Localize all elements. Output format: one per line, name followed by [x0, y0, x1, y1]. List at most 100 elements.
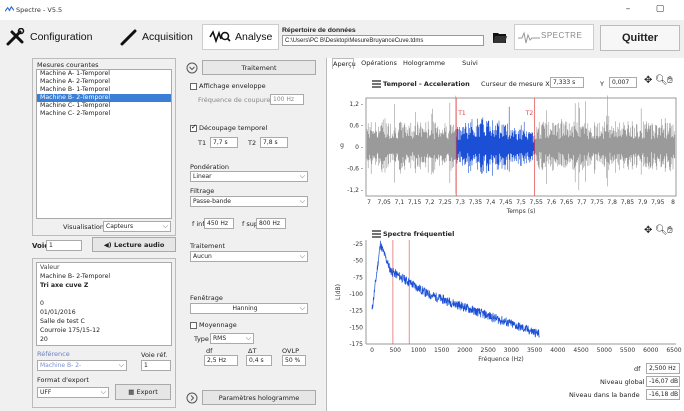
export-button[interactable]: ▦ Export — [115, 384, 171, 400]
menu-icon[interactable] — [372, 80, 381, 88]
mesures-list[interactable]: Machine A- 1-Temporel Machine A- 2-Tempor… — [36, 69, 172, 219]
temporal-xtick: 7,55 — [530, 199, 544, 206]
spectrum-xtick: 0 — [370, 347, 374, 354]
filtrage-label: Filtrage — [190, 187, 215, 195]
quit-button[interactable]: Quitter — [600, 25, 680, 51]
analyse-button[interactable]: Analyse — [202, 24, 280, 50]
mesure-item[interactable]: Machine C- 2-Temporel — [40, 110, 111, 117]
spectrum-ytick: -75 — [353, 274, 363, 281]
fenetrage-select[interactable]: Hanning — [190, 303, 308, 314]
mesures-label: Mesures courantes — [37, 61, 99, 69]
ponderation-select[interactable]: Linear — [190, 171, 308, 182]
info-line: 20 — [40, 336, 48, 343]
spectrum-ytick: -25 — [353, 241, 363, 248]
info-line: Courroie 175/15-12 — [40, 327, 101, 334]
spectrum-magnifier-icon[interactable]: 🔍︎ — [655, 225, 668, 236]
fsup-label: f sup — [242, 220, 258, 228]
visualisation-select[interactable]: Capteurs — [103, 221, 171, 232]
folder-open-icon[interactable] — [492, 29, 508, 45]
mesure-item[interactable]: Machine C- 1-Temporel — [40, 102, 111, 109]
niveau-global-label: Niveau global — [600, 378, 645, 386]
t2-field[interactable]: 7,8 s — [260, 137, 288, 148]
spectrum-zoom-pan-icon[interactable]: ✥ — [644, 225, 653, 236]
spectrum-ytick: -100 — [349, 291, 363, 298]
format-export-label: Format d'export — [37, 376, 89, 384]
info-line: Machine B- 2-Temporel — [40, 273, 111, 280]
info-list: Valeur Machine B- 2-Temporel Tri axe cuve … — [36, 262, 172, 346]
temporal-cursor-t2-label: T2 — [525, 110, 534, 117]
tab-1[interactable]: Opérations — [361, 59, 397, 67]
temporal-ytick: 0 - — [355, 144, 363, 151]
spectrum-xlabel: Fréquence (Hz) — [478, 356, 523, 363]
temporal-ytick: 1,2 - — [349, 101, 363, 108]
mesure-item[interactable]: Machine A- 1-Temporel — [40, 70, 110, 77]
hand-icon[interactable]: ✋︎ — [667, 75, 673, 86]
repertoire-path-field[interactable]: C:\Users\PC B\Desktop\MesureBruyanceCuve… — [282, 35, 484, 46]
mesure-item[interactable]: Machine A- 2-Temporel — [40, 78, 110, 85]
maximize-button[interactable]: ▢ — [655, 4, 665, 14]
acquisition-button[interactable]: Acquisition — [120, 24, 193, 50]
lecture-audio-button[interactable]: ◀) Lecture audio — [92, 237, 176, 252]
fsup-field[interactable]: 800 Hz — [256, 218, 286, 229]
voie-stepper[interactable]: 1 — [46, 240, 82, 251]
temporal-xlabel: Temps (s) — [506, 208, 536, 215]
decoupage-checkbox[interactable]: Découpage temporel — [190, 123, 268, 132]
spectrum-chart[interactable]: -25 -50 -75 -100 -125 -150 -175 0 500 1000 1500 200… — [328, 234, 682, 364]
reference-label: Référence — [37, 350, 70, 358]
spectrum-menu-icon[interactable] — [372, 230, 381, 238]
spectrum-xtick: 2000 — [457, 347, 472, 354]
dt-label: ΔT — [248, 347, 257, 355]
voie-ref-stepper[interactable]: 1 — [141, 360, 171, 371]
collapse-traitement-icon[interactable] — [186, 62, 198, 74]
ponderation-label: Pondération — [190, 163, 230, 171]
t1-field[interactable]: 7,7 s — [210, 137, 238, 148]
filtrage-select[interactable]: Passe-bande — [190, 196, 308, 207]
traitement-button[interactable]: Traitement — [202, 60, 316, 75]
spectrum-xtick: 1500 — [434, 347, 449, 354]
tab-3[interactable]: Suivi d'ordre — [458, 59, 481, 78]
enveloppe-check-box — [190, 82, 197, 90]
spectrum-hand-icon[interactable]: ✋︎ — [667, 225, 673, 236]
type-select[interactable]: RMS — [210, 333, 254, 344]
traitement-select[interactable]: Aucun — [190, 251, 308, 262]
minimize-button[interactable]: – — [625, 4, 631, 14]
affichage-enveloppe-checkbox[interactable]: Affichage enveloppe — [190, 82, 266, 90]
expand-hologramme-icon[interactable] — [186, 392, 198, 404]
temporal-xtick: 7,6 — [547, 199, 557, 206]
traitement-panel: Affichage enveloppe Fréquence de coupure… — [190, 79, 316, 385]
temporal-xtick: 7,95 — [651, 199, 665, 206]
spectrum-xtick: 3500 — [527, 347, 542, 354]
df-field[interactable]: 2,5 Hz — [204, 355, 238, 366]
zoom-pan-icon[interactable]: ✥ — [644, 75, 653, 86]
temporal-xtick: 7,1 — [395, 199, 405, 206]
moyennage-checkbox[interactable]: Moyennage — [190, 321, 237, 329]
configuration-button[interactable]: Configuration — [6, 24, 92, 50]
temporal-xtick: 7,45 — [499, 199, 513, 206]
dt-field[interactable]: 0,4 s — [246, 355, 272, 366]
frequence-coupure-label: Fréquence de coupure — [198, 96, 271, 104]
tab-2[interactable]: Hologramme — [402, 59, 446, 67]
df-label: df — [206, 347, 213, 355]
curseur-x-field[interactable]: 7,333 s — [550, 77, 584, 88]
acquisition-label: Acquisition — [142, 31, 193, 43]
tab-0[interactable]: Aperçu — [332, 58, 356, 69]
ovlp-field[interactable]: 50 % — [282, 355, 306, 366]
hologramme-button[interactable]: Paramètres hologramme — [202, 390, 316, 405]
decoupage-label: Découpage temporel — [199, 124, 268, 132]
mesure-item[interactable]: Machine B- 2-Temporel — [37, 94, 171, 102]
magnifier-icon[interactable]: 🔍︎ — [655, 75, 668, 86]
frequence-coupure-field[interactable]: 100 Hz — [270, 94, 304, 105]
mesure-item[interactable]: Machine B- 1-Temporel — [40, 86, 111, 93]
chart-pane: Temporel - Acceleration Curseur de mesur… — [328, 70, 682, 410]
reference-select[interactable]: Machine B- 2- — [37, 360, 127, 371]
temporal-ytick: -1,2 - — [347, 187, 363, 194]
temporal-xtick: 7,9 — [638, 199, 648, 206]
curseur-y-field[interactable]: 0,007 — [609, 77, 637, 88]
format-export-select[interactable]: UFF — [37, 387, 109, 398]
temporal-chart[interactable]: 1,2 -0,6 -0 --0,6 --1,2 -7 7,05 7,1 7,15 7,2… — [328, 90, 682, 218]
spectrum-plot-frame — [366, 240, 676, 344]
temporal-xtick: 7,35 — [469, 199, 483, 206]
spectrum-xtick: 1000 — [411, 347, 426, 354]
finf-field[interactable]: 450 Hz — [204, 218, 234, 229]
app-logo-icon — [5, 5, 14, 12]
